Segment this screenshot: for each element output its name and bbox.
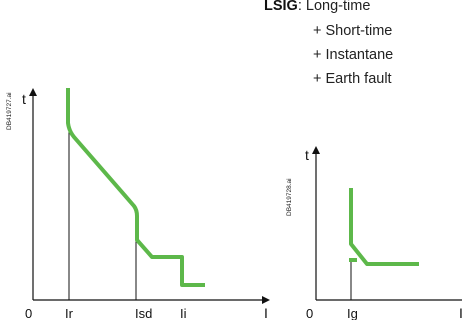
header-line-1: LSIG: Long-time <box>264 0 370 15</box>
g-diagram-ref: DB419728.ai <box>286 178 293 216</box>
lsi-origin-label: 0 <box>25 306 32 320</box>
lsi-y-axis-label: t <box>22 91 26 107</box>
tick-label-isd: Isd <box>135 306 152 320</box>
lsi-trip-curve <box>66 88 205 287</box>
header-item-long-time: : Long-time <box>297 0 371 14</box>
header-line-4: + Earth fault <box>313 71 392 88</box>
g-origin-label: 0 <box>306 306 313 320</box>
tick-label-ii: Ii <box>180 306 187 320</box>
g-curve-diagram: DB419728.ai t I 0 Ig <box>286 146 463 320</box>
lsi-curve-diagram: DB419727.ai t I 0 Ir Isd Ii <box>6 88 270 320</box>
g-y-axis-label: t <box>305 147 309 163</box>
header-item-instantaneous: + Instantane <box>313 47 394 63</box>
protection-code: LSIG <box>264 0 298 14</box>
header-line-2: + Short-time <box>313 23 392 40</box>
header-item-earth-fault: + Earth fault <box>313 71 392 87</box>
g-trip-curve <box>349 188 419 266</box>
header-item-short-time: + Short-time <box>313 23 393 39</box>
lsi-diagram-ref: DB419727.ai <box>6 92 13 130</box>
header-line-3: + Instantane <box>313 47 393 64</box>
tick-label-ig: Ig <box>347 306 358 320</box>
g-x-axis-label: I <box>459 305 463 320</box>
lsi-x-axis-label: I <box>264 305 268 320</box>
tick-label-ir: Ir <box>65 306 74 320</box>
